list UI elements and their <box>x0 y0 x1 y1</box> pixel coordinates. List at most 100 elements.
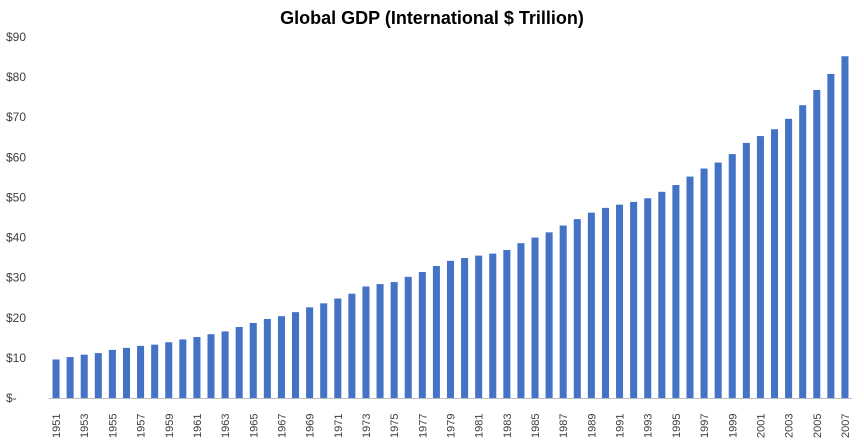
bar-2000 <box>742 142 750 398</box>
y-tick-label: $20 <box>6 311 26 325</box>
bar-1990 <box>601 207 609 398</box>
x-tick-label: 1957 <box>136 414 148 438</box>
bar-1971 <box>334 298 342 398</box>
bar-1999 <box>728 154 736 398</box>
bar-1977 <box>418 272 426 398</box>
bar-1972 <box>348 293 356 398</box>
x-tick-label: 1961 <box>192 414 204 438</box>
x-tick-label: 1975 <box>389 414 401 438</box>
x-tick-label: 1989 <box>586 414 598 438</box>
bar-2007 <box>841 56 849 398</box>
x-tick-label: 1973 <box>361 414 373 438</box>
bar-1953 <box>80 354 88 398</box>
bar-1986 <box>545 232 553 398</box>
x-tick-label: 1985 <box>530 414 542 438</box>
bar-1974 <box>376 284 384 398</box>
x-tick-label: 1967 <box>276 414 288 438</box>
x-tick-label: 2007 <box>840 414 852 438</box>
x-tick-label: 1965 <box>248 414 260 438</box>
x-tick-label: 1969 <box>305 414 317 438</box>
x-tick-label: 1951 <box>51 414 63 438</box>
chart-title: Global GDP (International $ Trillion) <box>280 8 584 28</box>
x-tick-label: 1995 <box>671 414 683 438</box>
y-tick-label: $90 <box>6 30 26 44</box>
x-tick-label: 1963 <box>220 414 232 438</box>
bar-1995 <box>672 185 680 398</box>
bar-1973 <box>362 286 370 398</box>
bar-1981 <box>475 255 483 398</box>
bar-1970 <box>320 303 328 398</box>
y-tick-label: $70 <box>6 110 26 124</box>
bar-2001 <box>756 136 764 398</box>
bar-1985 <box>531 237 539 398</box>
bar-1983 <box>503 249 511 398</box>
x-axis-tick-labels: 1951 1953 1955 1957 1959 1961 1963 1965 1967 1969… <box>51 414 852 438</box>
bar-1951 <box>52 359 60 398</box>
bar-1994 <box>658 191 666 398</box>
y-tick-label: $50 <box>6 190 26 204</box>
bar-1962 <box>207 334 215 398</box>
x-tick-label: 1977 <box>417 414 429 438</box>
bar-2003 <box>785 118 793 398</box>
y-tick-label: $30 <box>6 271 26 285</box>
bar-1961 <box>193 337 201 398</box>
bar-1967 <box>277 316 285 398</box>
bar-1956 <box>122 347 130 398</box>
bar-1960 <box>179 339 187 398</box>
x-tick-label: 1983 <box>502 414 514 438</box>
bar-1966 <box>263 318 271 398</box>
x-tick-label: 1991 <box>615 414 627 438</box>
x-tick-label: 1993 <box>643 414 655 438</box>
bar-1969 <box>306 307 314 398</box>
bar-1952 <box>66 357 74 398</box>
bar-1984 <box>517 243 525 398</box>
y-tick-label: $60 <box>6 150 26 164</box>
bar-2005 <box>813 89 821 398</box>
bar-1975 <box>390 282 398 398</box>
x-tick-label: 1955 <box>107 414 119 438</box>
bar-1968 <box>292 312 300 398</box>
bar-1991 <box>616 204 624 398</box>
bar-1987 <box>559 225 567 398</box>
bar-1980 <box>461 258 469 398</box>
y-tick-label: $10 <box>6 351 26 365</box>
bar-1979 <box>446 260 455 398</box>
bar-1964 <box>235 327 243 398</box>
x-tick-label: 2005 <box>812 414 824 438</box>
x-tick-label: 1953 <box>79 414 91 438</box>
x-tick-label: 1997 <box>699 414 711 438</box>
x-tick-label: 1981 <box>474 414 486 438</box>
y-tick-label: $80 <box>6 70 26 84</box>
bar-1954 <box>94 353 102 398</box>
bar-1959 <box>165 342 173 398</box>
bar-1988 <box>573 219 581 398</box>
x-tick-label: 2001 <box>755 414 767 438</box>
bar-1976 <box>404 276 412 398</box>
bar-1958 <box>151 344 159 398</box>
y-axis-tick-labels: $- $10 $20 $30 $40 $50 $60 $70 $80 $90 <box>6 30 26 405</box>
x-tick-label: 1959 <box>164 414 176 438</box>
x-tick-label: 1979 <box>446 414 458 438</box>
bar-1989 <box>587 212 595 398</box>
y-tick-label: $40 <box>6 231 26 245</box>
x-tick-label: 1987 <box>558 414 570 438</box>
bar-2004 <box>799 105 807 398</box>
x-tick-label: 1971 <box>333 414 345 438</box>
bar-1996 <box>686 176 694 398</box>
bar-1963 <box>221 331 229 398</box>
bar-1998 <box>714 162 722 398</box>
x-tick-label: 2003 <box>784 414 796 438</box>
bars <box>52 56 849 399</box>
bar-1982 <box>489 253 497 398</box>
x-tick-label: 1999 <box>727 414 739 438</box>
y-tick-label: $- <box>6 391 17 405</box>
bar-1993 <box>644 198 652 398</box>
bar-2006 <box>827 73 835 399</box>
bar-2002 <box>771 129 779 398</box>
bar-1965 <box>249 322 257 398</box>
bar-1978 <box>432 266 440 398</box>
bar-1957 <box>137 345 145 398</box>
bar-1997 <box>700 168 708 398</box>
bar-1992 <box>630 201 638 398</box>
